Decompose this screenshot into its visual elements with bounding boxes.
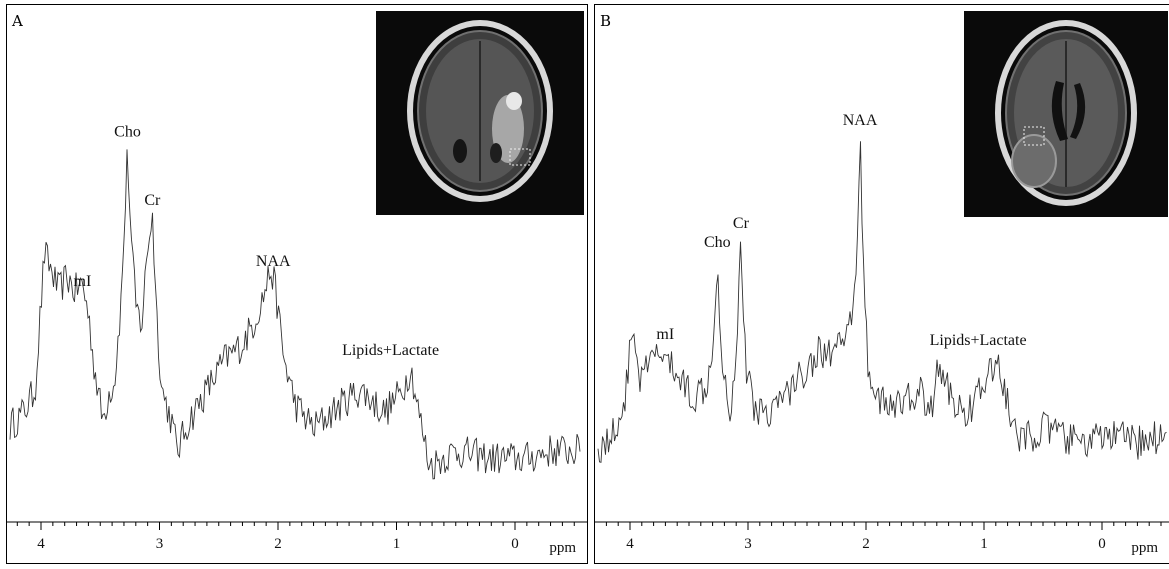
panel-label-b: B [600, 12, 612, 30]
peak-label: Cho [114, 124, 141, 141]
brain-mri-axial-b [995, 20, 1137, 206]
x-tick-label: 1 [980, 536, 988, 552]
peak-label: NAA [256, 253, 291, 270]
x-tick-label: 4 [37, 536, 45, 552]
spectrum-panel-a: 4 3 2 1 0 ppm Cho Cr mI NAA Lipids+Lactate A [6, 4, 588, 564]
panel-label-a: A [12, 12, 23, 30]
peak-label: Cr [144, 192, 161, 209]
spectrum-trace [597, 141, 1167, 463]
x-tick-label: 3 [156, 536, 164, 552]
x-tick-label: 4 [626, 536, 634, 552]
x-axis-unit-label: ppm [549, 540, 576, 556]
peak-label: mI [74, 273, 92, 290]
panel-frame [594, 4, 1169, 564]
x-tick-label: 2 [862, 536, 870, 552]
peak-label: mI [656, 326, 674, 343]
peak-label: NAA [843, 112, 878, 129]
spectrum-panel-b: 4 3 2 1 0 ppm Cho Cr mI NAA Lipids+Lactate B [594, 4, 1169, 564]
mri-inset-image-a [376, 11, 584, 215]
peak-label: Cr [733, 215, 750, 232]
peak-label: Lipids+Lactate [342, 342, 439, 359]
brain-mri-axial-a [407, 20, 553, 202]
x-tick-label: 0 [1098, 536, 1106, 552]
x-tick-label: 0 [511, 536, 519, 552]
x-tick-label: 1 [393, 536, 401, 552]
x-axis-unit-label: ppm [1131, 540, 1158, 556]
spectrum-chart-a: 4 3 2 1 0 ppm Cho Cr mI NAA Lipids+Lactate [6, 4, 588, 564]
panel-frame [6, 4, 588, 564]
spectrum-trace [9, 149, 581, 480]
peak-label: Cho [704, 234, 731, 251]
x-tick-label: 3 [744, 536, 752, 552]
x-tick-label: 2 [274, 536, 282, 552]
mri-inset-image-b [964, 11, 1168, 217]
peak-label: Lipids+Lactate [930, 332, 1027, 349]
